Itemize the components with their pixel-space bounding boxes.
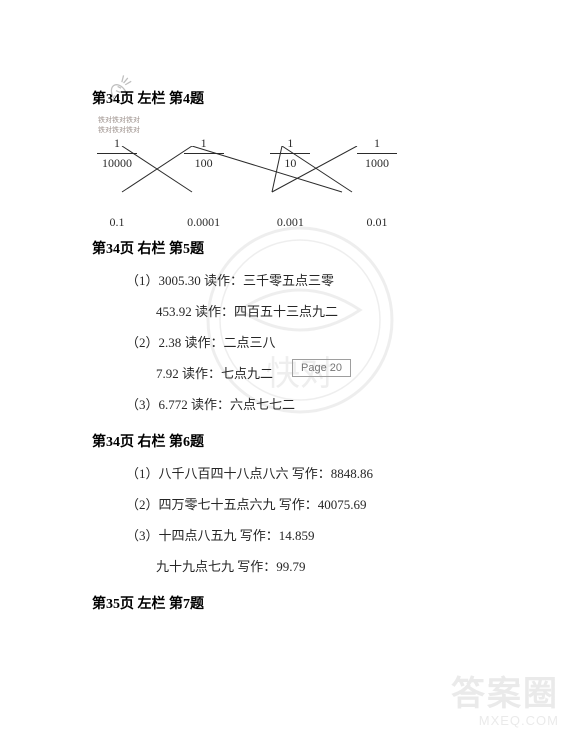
q5-item-1: （1）3005.30 读作：三千零五点三零: [92, 270, 492, 289]
q5-item-4-row: 7.92 读作：七点九二 Page 20: [92, 363, 492, 382]
tiny-text-1: 铁对铁对铁对: [98, 116, 422, 124]
section-7-title: 第35页 左栏 第7题: [92, 593, 492, 613]
q5-item-2: 453.92 读作：四百五十三点九二: [92, 301, 492, 320]
decimal-4: 0.01: [352, 215, 402, 230]
q6-item-2: （2）四万零七十五点六九 写作：40075.69: [92, 494, 492, 513]
watermark-big: 答案圈: [451, 676, 559, 713]
tiny-text-2: 铁对铁对铁对: [98, 126, 422, 134]
q5-item-4: 7.92 读作：七点九二: [156, 366, 273, 381]
decimal-3: 0.001: [265, 215, 315, 230]
q6-item-4: 九十九点七九 写作：99.79: [92, 556, 492, 575]
watermark-small: MXEQ.COM: [451, 714, 559, 728]
decimal-2: 0.0001: [179, 215, 229, 230]
q5-item-3: （2）2.38 读作：二点三八: [92, 332, 492, 351]
matching-lines: [92, 146, 422, 194]
q5-item-5: （3）6.772 读作：六点七七二: [92, 394, 492, 413]
section-5-title: 第34页 右栏 第5题: [92, 238, 492, 258]
q6-item-3: （3）十四点八五九 写作：14.859: [92, 525, 492, 544]
section-4-title: 第34页 左栏 第4题: [92, 88, 492, 108]
decimal-1: 0.1: [92, 215, 142, 230]
watermark: 答案圈 MXEQ.COM: [451, 676, 559, 728]
section-6-title: 第34页 右栏 第6题: [92, 431, 492, 451]
page-badge: Page 20: [292, 359, 351, 377]
q6-item-1: （1）八千八百四十八点八六 写作：8848.86: [92, 463, 492, 482]
matching-diagram: 铁对铁对铁对 铁对铁对铁对 1 10000 1 100 1 10 1 1000: [92, 116, 422, 220]
